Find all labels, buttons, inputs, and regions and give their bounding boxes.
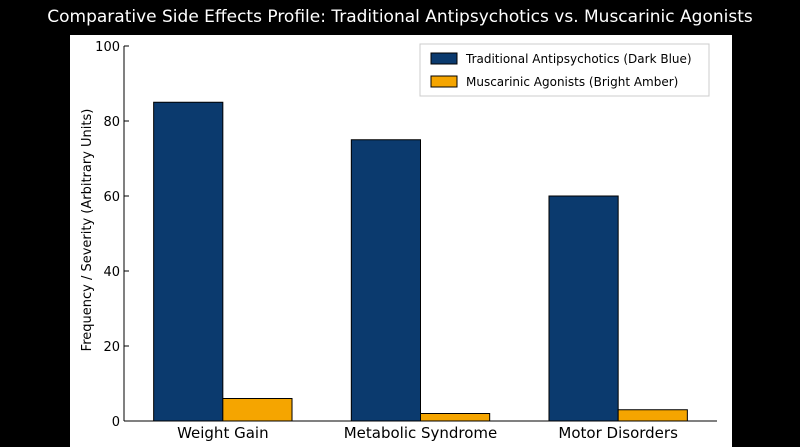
x-tick-label: Motor Disorders bbox=[558, 424, 678, 442]
legend-swatch-muscarinic bbox=[430, 75, 458, 88]
x-tick-label: Metabolic Syndrome bbox=[344, 424, 498, 442]
bar-muscarinic bbox=[222, 398, 293, 422]
legend-label-traditional: Traditional Antipsychotics (Dark Blue) bbox=[465, 52, 692, 66]
bar-traditional bbox=[153, 101, 224, 422]
y-tick-label: 80 bbox=[103, 115, 120, 130]
y-tick-label: 100 bbox=[95, 40, 120, 55]
y-tick-label: 20 bbox=[103, 340, 120, 355]
y-tick-label: 0 bbox=[112, 415, 120, 430]
bar-muscarinic bbox=[617, 409, 688, 422]
bar-traditional bbox=[548, 195, 619, 422]
legend-swatch-traditional bbox=[430, 52, 458, 65]
y-tick-label: 40 bbox=[103, 265, 120, 280]
plot-area: 0 20 40 60 80 100 Weight Gain Metabolic Syndrom… bbox=[95, 40, 717, 442]
y-tick-label: 60 bbox=[103, 190, 120, 205]
y-axis-label: Frequency / Severity (Arbitrary Units) bbox=[80, 109, 95, 352]
bar-muscarinic bbox=[420, 413, 491, 422]
legend-label-muscarinic: Muscarinic Agonists (Bright Amber) bbox=[466, 75, 678, 89]
legend-box bbox=[419, 43, 710, 97]
bar-traditional bbox=[350, 139, 422, 422]
chart-title: Comparative Side Effects Profile: Tradit… bbox=[47, 7, 753, 27]
legend: Traditional Antipsychotics (Dark Blue) M… bbox=[419, 43, 710, 97]
x-tick-label: Weight Gain bbox=[177, 424, 269, 442]
